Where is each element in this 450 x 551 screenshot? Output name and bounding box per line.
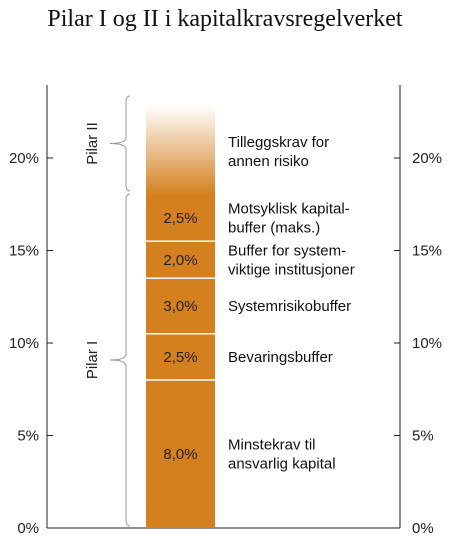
pillar-brackets: Pilar I Pilar II (84, 95, 131, 527)
segment-description: ansvarlig kapital (228, 456, 336, 473)
pillar-bracket (109, 95, 131, 192)
y-tick-label-left: 5% (17, 428, 39, 445)
segment-value-label: 8,0% (163, 446, 197, 463)
segment-value-label: 2,5% (163, 349, 197, 366)
bar-segment (146, 195, 215, 242)
bar-segment (146, 333, 215, 380)
y-tick-label-left: 15% (9, 243, 39, 260)
y-tick-label-right: 10% (412, 335, 442, 352)
chart-title: Pilar I og II i kapitalkravsregelverket (47, 6, 403, 32)
description-labels: Minstekrav til ansvarlig kapital Bevarings… (228, 134, 355, 473)
y-tick-label-right: 5% (412, 428, 434, 445)
segment-value-label: 2,0% (163, 252, 197, 269)
segment-description: Motsyklisk kapital- (228, 201, 350, 218)
bar-segment (146, 380, 215, 528)
bar-segment (146, 241, 215, 279)
pillar-label: Pilar I (84, 341, 101, 379)
segment-description: buffer (maks.) (228, 220, 320, 237)
y-tick-label-left: 0% (17, 520, 39, 537)
bar-segment (146, 278, 215, 334)
gradient-description: annen risiko (228, 153, 309, 170)
gradient-description: Tilleggskrav for (228, 134, 329, 151)
segment-description: Minstekrav til (228, 437, 316, 454)
y-tick-label-right: 0% (412, 520, 434, 537)
segment-description: Bevaringsbuffer (228, 349, 333, 366)
segment-description: viktige institusjoner (228, 261, 355, 278)
y-tick-label-left: 20% (9, 150, 39, 167)
segment-value-label: 3,0% (163, 298, 197, 315)
y-tick-label-right: 20% (412, 150, 442, 167)
y-tick-label-right: 15% (412, 243, 442, 260)
segment-description: Buffer for system- (228, 242, 346, 259)
segment-value-label: 2,5% (163, 210, 197, 227)
bar-stack: 8,0% 2,5% 3,0% 2,0% 2,5% (146, 105, 215, 528)
segment-description: Systemrisikobuffer (228, 298, 351, 315)
axes: 0% 0% 5% 5% 10% 10% 15% 15% 20% 20% (9, 85, 442, 537)
pillar-bracket (109, 193, 131, 527)
y-tick-label-left: 10% (9, 335, 39, 352)
pillar-label: Pilar II (84, 122, 101, 165)
gradient-segment (146, 105, 215, 195)
